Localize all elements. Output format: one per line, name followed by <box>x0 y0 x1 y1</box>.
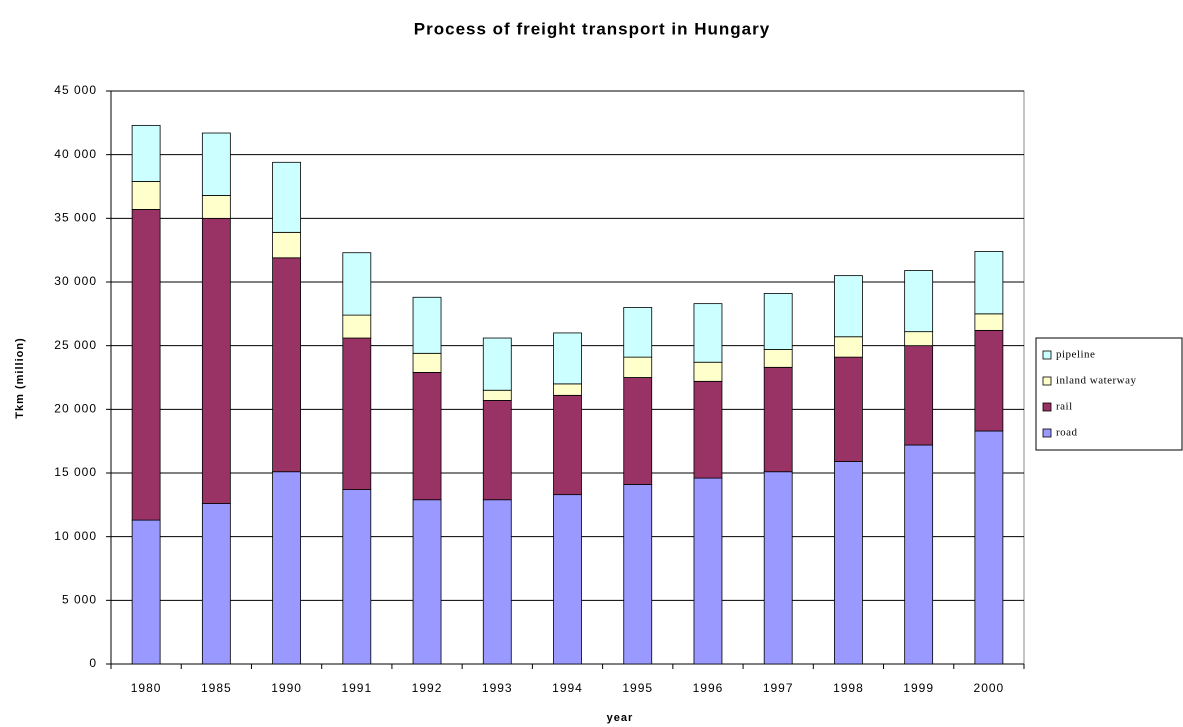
bar-segment <box>131 209 161 521</box>
bar-segment <box>553 332 582 385</box>
bar-segment <box>272 161 301 233</box>
legend-label: pipeline <box>1056 349 1095 361</box>
bar-segment <box>974 313 1004 331</box>
legend-label: inland waterway <box>1056 375 1137 387</box>
bar-segment <box>974 430 1004 665</box>
bar-segment <box>482 499 512 665</box>
x-tick-label: 1994 <box>552 681 583 695</box>
bar-segment <box>693 303 723 363</box>
bar-segment <box>482 337 512 391</box>
bar-segment <box>412 499 442 665</box>
bar-segment <box>131 124 161 182</box>
legend-label: road <box>1056 427 1078 439</box>
bar-segment <box>482 400 512 501</box>
bar-segment <box>974 329 1004 432</box>
bar-segment <box>693 361 723 382</box>
bar-segment <box>834 336 863 358</box>
bar-segment <box>834 275 863 338</box>
y-tick-label: 5 000 <box>62 593 97 607</box>
y-tick-label: 20 000 <box>54 402 97 416</box>
bar-segment <box>693 380 723 479</box>
bar-segment <box>763 349 793 368</box>
x-tick-label: 1990 <box>271 681 302 695</box>
bar-segment <box>342 314 372 339</box>
x-tick-label: 1985 <box>201 681 232 695</box>
legend-swatch <box>1042 402 1052 412</box>
legend-swatch <box>1042 428 1052 438</box>
x-tick-label: 1995 <box>622 681 653 695</box>
bar-segment <box>834 461 863 665</box>
bar-segment <box>342 489 372 665</box>
x-tick-label: 1999 <box>903 681 934 695</box>
x-tick-label: 1996 <box>693 681 724 695</box>
bar-segment <box>131 181 161 210</box>
bar-segment <box>412 352 442 373</box>
bar-segment <box>201 132 231 196</box>
chart-title: Process of freight transport in Hungary <box>414 19 770 38</box>
x-axis-title: year <box>607 712 634 724</box>
y-tick-label: 10 000 <box>54 529 97 543</box>
bar-segment <box>201 217 231 504</box>
bar-segment <box>623 484 653 665</box>
bar-segment <box>342 337 372 490</box>
bar-segment <box>272 257 301 473</box>
y-tick-label: 15 000 <box>54 465 97 479</box>
bar-segment <box>553 394 582 496</box>
bar-segment <box>623 356 653 378</box>
y-tick-label: 0 <box>89 656 97 670</box>
bar-segment <box>763 293 793 350</box>
bar-segment <box>131 519 161 665</box>
x-tick-label: 1998 <box>833 681 864 695</box>
bar-segment <box>763 471 793 665</box>
y-tick-label: 45 000 <box>54 83 97 97</box>
bar-segment <box>272 231 301 259</box>
y-tick-label: 40 000 <box>54 147 97 161</box>
bar-segment <box>974 251 1004 315</box>
x-tick-label: 1980 <box>131 681 162 695</box>
x-tick-label: 2000 <box>974 681 1005 695</box>
y-tick-label: 25 000 <box>54 338 97 352</box>
legend-label: rail <box>1056 401 1073 413</box>
bar-segment <box>693 477 723 665</box>
bar-segment <box>342 252 372 316</box>
bar-segment <box>763 366 793 473</box>
x-tick-label: 1992 <box>412 681 443 695</box>
x-tick-label: 1997 <box>763 681 794 695</box>
bar-segment <box>412 296 442 354</box>
legend-swatch <box>1042 376 1052 386</box>
bar-segment <box>623 377 653 485</box>
bar-segment <box>904 345 934 446</box>
bar-segment <box>553 383 582 396</box>
bar-segment <box>553 494 582 665</box>
bar-segment <box>482 389 512 401</box>
y-axis-title: Tkm (million) <box>14 337 26 418</box>
bar-segment <box>201 503 231 665</box>
y-tick-label: 30 000 <box>54 274 97 288</box>
legend-swatch <box>1042 350 1052 360</box>
bar-segment <box>834 356 863 462</box>
legend-box <box>1035 337 1183 451</box>
bar-segment <box>412 372 442 501</box>
bar-segment <box>904 270 934 333</box>
bar-segment <box>904 444 934 665</box>
bar-segment <box>201 195 231 219</box>
y-tick-label: 35 000 <box>54 211 97 225</box>
bar-segment <box>272 471 301 665</box>
x-tick-label: 1993 <box>482 681 513 695</box>
bar-segment <box>623 307 653 358</box>
x-tick-label: 1991 <box>341 681 372 695</box>
bar-segment <box>904 331 934 347</box>
